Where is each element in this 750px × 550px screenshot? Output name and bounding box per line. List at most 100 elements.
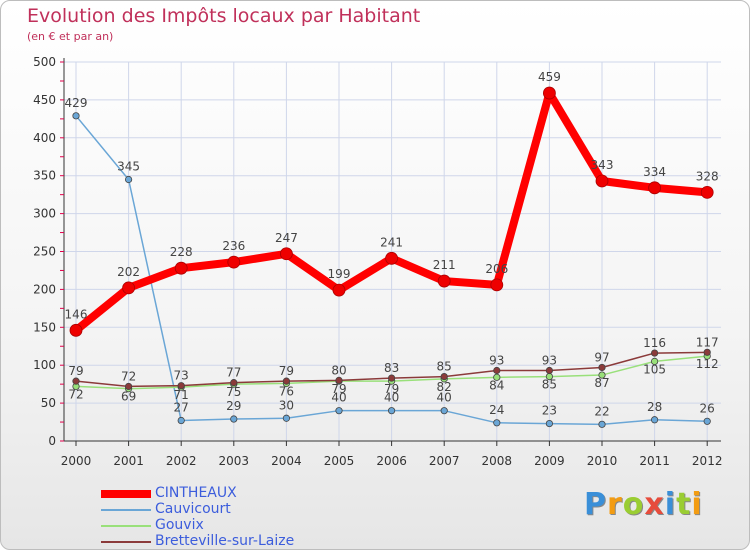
data-label-0: 328 (696, 169, 719, 183)
data-label-3: 93 (542, 354, 557, 368)
data-point-1 (125, 175, 133, 184)
data-label-0: 146 (65, 307, 88, 321)
logo-letter: t (676, 487, 692, 522)
x-tick-label: 2003 (219, 454, 250, 468)
data-label-3: 85 (437, 360, 452, 374)
x-tick-label: 2006 (376, 454, 407, 468)
data-point-2 (650, 357, 659, 366)
data-label-1: 22 (594, 404, 609, 418)
logo-letter: P (584, 487, 607, 522)
data-point-0 (700, 185, 714, 199)
data-label-3: 77 (226, 366, 241, 380)
data-point-1 (545, 419, 554, 428)
data-label-2: 79 (331, 382, 346, 396)
logo-letter: i (664, 487, 677, 522)
data-label-0: 228 (170, 245, 193, 259)
x-tick-label: 2002 (166, 454, 197, 468)
x-tick-label: 2011 (639, 454, 670, 468)
data-label-1: 40 (384, 391, 399, 405)
legend-swatch (101, 541, 151, 543)
y-tick-label: 0 (48, 434, 56, 448)
data-label-1: 26 (700, 401, 715, 415)
y-tick-label: 450 (33, 93, 56, 107)
data-label-2: 76 (279, 384, 294, 398)
data-label-2: 84 (489, 378, 504, 392)
data-label-2: 105 (643, 362, 666, 376)
data-point-0 (122, 281, 135, 295)
data-label-2: 85 (542, 378, 557, 392)
data-point-1 (493, 419, 501, 427)
data-label-0: 334 (643, 165, 666, 179)
logo-letter: i (691, 487, 703, 522)
legend-swatch (101, 525, 151, 527)
data-label-2: 72 (68, 387, 83, 401)
data-point-0 (69, 323, 83, 337)
logo-letter: r (607, 487, 623, 522)
data-point-1 (703, 417, 711, 425)
data-point-2 (493, 373, 501, 381)
data-label-2: 79 (384, 382, 399, 396)
data-point-1 (230, 415, 238, 423)
data-point-1 (177, 416, 185, 425)
data-label-3: 79 (68, 364, 83, 378)
y-tick-label: 500 (33, 55, 56, 69)
data-point-2 (598, 371, 606, 379)
data-point-1 (598, 420, 606, 428)
data-point-3 (493, 366, 501, 375)
data-label-2: 69 (121, 390, 136, 404)
data-label-3: 93 (489, 354, 504, 368)
legend-swatch (101, 490, 151, 498)
data-point-0 (543, 86, 556, 100)
data-point-0 (332, 283, 346, 297)
data-point-3 (282, 377, 290, 385)
data-point-3 (440, 372, 448, 381)
data-label-0: 343 (591, 158, 614, 172)
data-point-3 (598, 363, 606, 372)
data-label-3: 79 (279, 364, 294, 378)
data-label-0: 459 (538, 70, 561, 84)
x-tick-label: 2001 (113, 454, 144, 468)
chart-title: Evolution des Impôts locaux par Habitant (27, 5, 421, 27)
y-tick-label: 300 (33, 207, 56, 221)
data-point-3 (72, 377, 80, 385)
data-point-1 (440, 407, 448, 415)
data-label-3: 80 (331, 363, 346, 377)
data-label-3: 117 (696, 335, 719, 349)
data-point-3 (335, 376, 343, 384)
data-point-0 (648, 181, 661, 195)
data-label-1: 40 (437, 391, 452, 405)
data-label-1: 28 (647, 400, 662, 414)
data-point-0 (490, 278, 504, 292)
data-point-3 (125, 382, 133, 391)
data-label-2: 112 (696, 357, 719, 371)
legend-label: CINTHEAUX (155, 485, 237, 501)
data-point-0 (437, 274, 451, 288)
y-tick-label: 350 (33, 169, 56, 183)
data-label-2: 87 (594, 376, 609, 390)
data-label-2: 75 (226, 385, 241, 399)
x-tick-label: 2000 (61, 454, 92, 468)
legend-label: Gouvix (155, 517, 204, 533)
data-label-1: 345 (117, 159, 140, 173)
data-point-1 (650, 416, 659, 424)
data-point-1 (72, 112, 80, 120)
logo-letter: x (644, 487, 665, 522)
data-point-1 (335, 407, 343, 415)
data-point-0 (227, 255, 241, 269)
data-point-3 (545, 366, 554, 375)
x-tick-label: 2005 (324, 454, 355, 468)
data-label-0: 199 (328, 267, 351, 281)
x-tick-label: 2007 (429, 454, 460, 468)
legend-label: Bretteville-sur-Laize (155, 533, 295, 549)
data-label-1: 24 (489, 403, 504, 417)
data-label-3: 83 (384, 361, 399, 375)
data-point-0 (385, 251, 399, 265)
data-label-0: 211 (433, 258, 456, 272)
x-tick-label: 2010 (587, 454, 618, 468)
chart-subtitle: (en € et par an) (27, 30, 114, 43)
x-tick-label: 2012 (692, 454, 723, 468)
data-label-3: 73 (174, 369, 189, 383)
data-label-1: 429 (65, 96, 88, 110)
proxiti-logo: Proxiti (584, 487, 703, 522)
